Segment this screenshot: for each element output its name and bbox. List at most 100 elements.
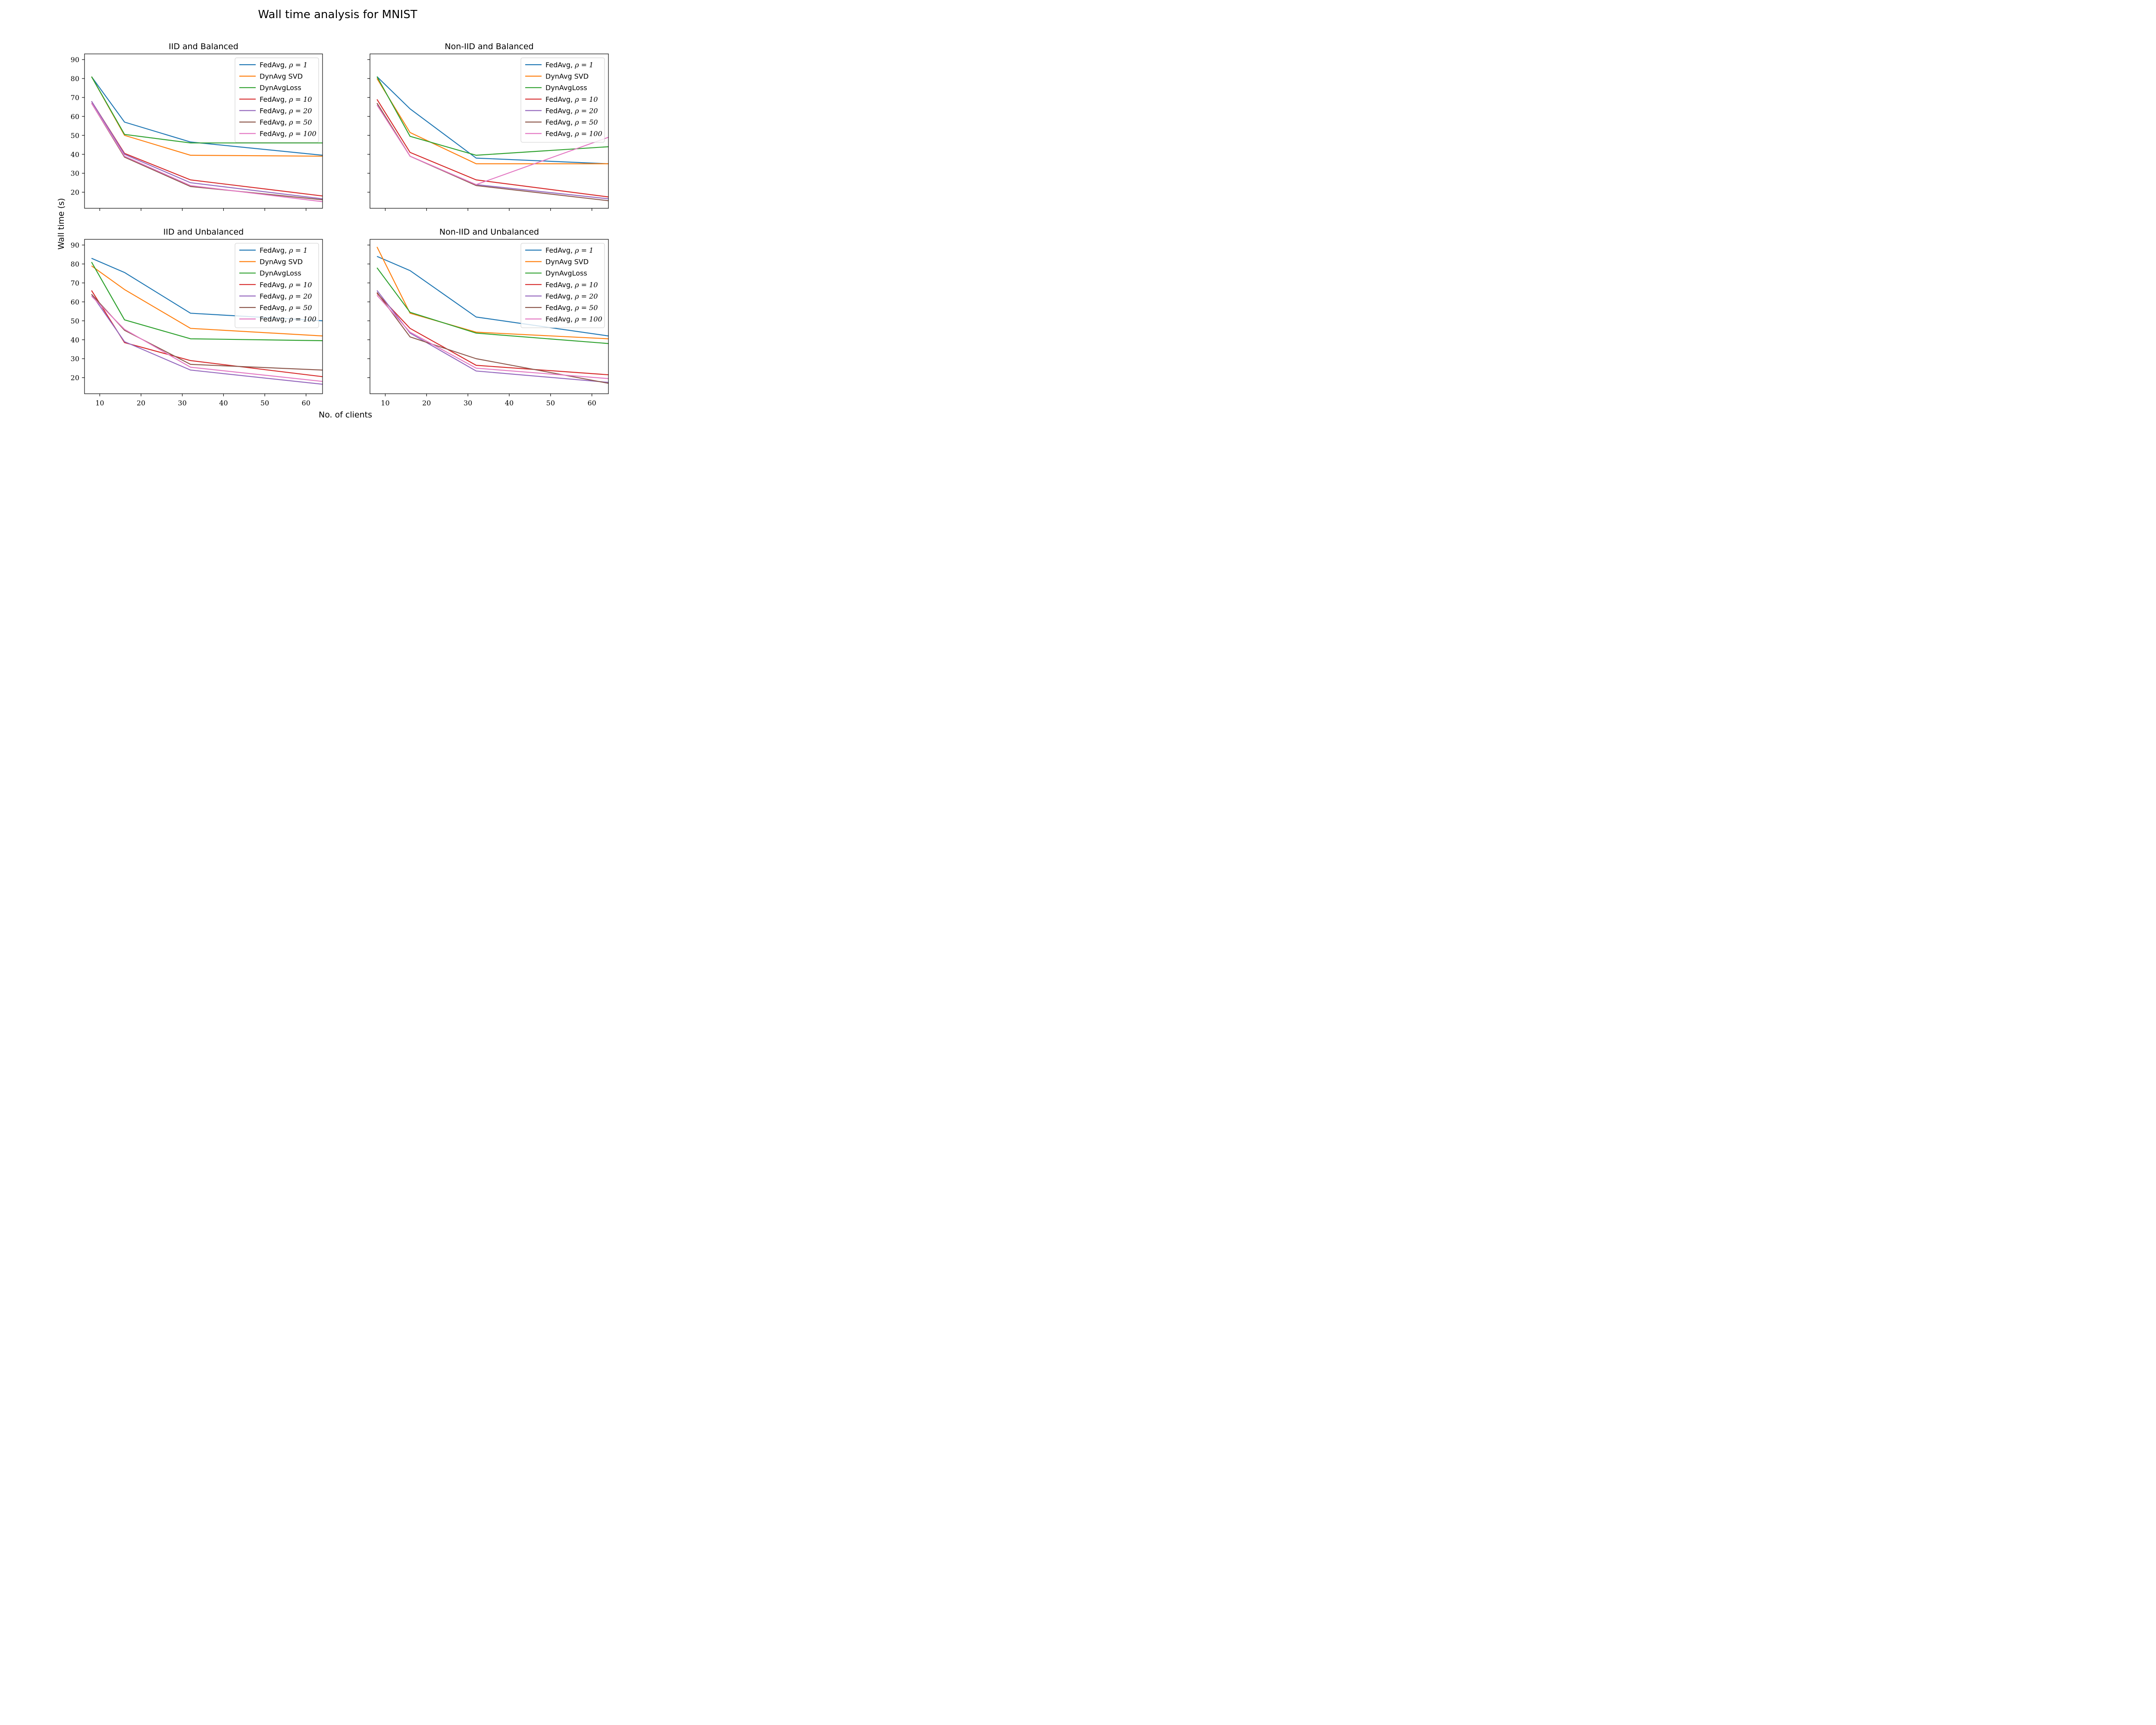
figure-title: Wall time analysis for MNIST: [258, 8, 417, 21]
subplot-1: IID and Balanced 20 30 40 50 60 70 80 90 FedAvg, …: [71, 42, 323, 211]
y-tick-label: 50: [71, 317, 79, 325]
series-line-dynavg_loss: [91, 76, 323, 144]
series-line-fedavg_100: [376, 105, 608, 185]
y-tick-label: 20: [71, 374, 79, 382]
y-tick-label: 80: [71, 260, 79, 268]
axes-frame: [370, 239, 609, 394]
legend-label-fedavg_10: FedAvg, ρ = 10: [260, 95, 312, 104]
legend-label-dynavg_svd: DynAvg SVD: [545, 258, 589, 266]
y-tick-label: 80: [71, 75, 79, 83]
subplot-title: Non-IID and Balanced: [445, 42, 533, 51]
series-line-fedavg_10: [376, 99, 608, 198]
legend-label-fedavg_50: FedAvg, ρ = 50: [545, 304, 598, 312]
x-tick-label: 60: [587, 399, 596, 407]
legend-label-fedavg_50: FedAvg, ρ = 50: [260, 118, 312, 126]
x-tick-label: 40: [505, 399, 514, 407]
series-group: [376, 76, 608, 201]
legend-label-fedavg_10: FedAvg, ρ = 10: [545, 281, 598, 289]
series-line-dynavg_svd: [91, 265, 323, 337]
x-tick-label: 20: [422, 399, 431, 407]
y-axis-label: Wall time (s): [56, 198, 66, 250]
subplot-title: IID and Unbalanced: [163, 227, 244, 237]
series-line-fedavg_50: [376, 292, 608, 384]
legend: FedAvg, ρ = 1 DynAvg SVD DynAvgLoss FedAvg,…: [520, 57, 605, 143]
series-line-dynavg_loss: [376, 76, 608, 156]
legend-label-fedavg_50: FedAvg, ρ = 50: [545, 118, 598, 126]
series-line-dynavg_loss: [91, 262, 323, 342]
x-tick-label: 20: [137, 399, 145, 407]
legend-label-dynavg_loss: DynAvgLoss: [260, 84, 301, 92]
subplot-title: Non-IID and Unbalanced: [439, 227, 539, 237]
legend-label-dynavg_svd: DynAvg SVD: [260, 258, 303, 266]
y-tick-label: 60: [71, 113, 79, 121]
legend-label-fedavg_10: FedAvg, ρ = 10: [545, 95, 598, 104]
figure: Wall time analysis for MNIST No. of clie…: [56, 8, 609, 420]
axes-frame: [370, 53, 609, 209]
subplot-3: IID and Unbalanced 10 20 30 40 50 60 20 30 40 50 60…: [71, 227, 323, 407]
legend-label-fedavg_100: FedAvg, ρ = 100: [545, 315, 602, 323]
legend-label-fedavg_50: FedAvg, ρ = 50: [260, 304, 312, 312]
x-tick-label: 50: [260, 399, 269, 407]
legend-label-fedavg_1: FedAvg, ρ = 1: [260, 246, 307, 254]
axes-frame: [84, 239, 323, 394]
x-tick-label: 10: [95, 399, 104, 407]
y-tick-label: 70: [71, 279, 79, 287]
series-line-fedavg_20: [376, 290, 608, 383]
y-tick-label: 30: [71, 355, 79, 363]
x-tick-label: 10: [381, 399, 389, 407]
legend-label-dynavg_loss: DynAvgLoss: [260, 269, 301, 277]
legend-label-fedavg_1: FedAvg, ρ = 1: [260, 61, 307, 69]
legend: FedAvg, ρ = 1 DynAvg SVD DynAvgLoss FedAvg,…: [520, 243, 605, 328]
series-line-fedavg_1: [91, 76, 323, 156]
legend-label-dynavg_svd: DynAvg SVD: [545, 72, 589, 81]
legend-label-fedavg_10: FedAvg, ρ = 10: [260, 281, 312, 289]
legend-box: [235, 57, 319, 143]
series-group: [91, 257, 323, 385]
legend-label-fedavg_20: FedAvg, ρ = 20: [260, 107, 312, 115]
axes-frame: [84, 53, 323, 209]
series-line-fedavg_100: [376, 295, 608, 379]
series-line-fedavg_20: [91, 294, 323, 385]
legend-label-fedavg_20: FedAvg, ρ = 20: [545, 107, 598, 115]
y-tick-label: 40: [71, 151, 79, 159]
legend: FedAvg, ρ = 1 DynAvg SVD DynAvgLoss FedAvg,…: [235, 243, 319, 328]
subplot-2: Non-IID and Balanced FedAvg, ρ = 1 DynAvg …: [367, 42, 609, 211]
y-tick-label: 90: [71, 241, 79, 249]
x-axis-label: No. of clients: [319, 410, 372, 420]
y-tick-label: 90: [71, 56, 79, 64]
y-tick-label: 60: [71, 298, 79, 306]
subplot-4: Non-IID and Unbalanced 10 20 30 40 50 60 FedAvg…: [367, 227, 609, 407]
legend-label-dynavg_loss: DynAvgLoss: [545, 269, 587, 277]
legend-label-fedavg_1: FedAvg, ρ = 1: [545, 61, 593, 69]
y-tick-label: 70: [71, 94, 79, 102]
series-line-fedavg_10: [91, 290, 323, 377]
legend-label-dynavg_svd: DynAvg SVD: [260, 72, 303, 81]
x-tick-label: 30: [178, 399, 187, 407]
subplots: IID and Balanced 20 30 40 50 60 70 80 90 FedAvg, …: [71, 42, 609, 407]
legend-box: [520, 57, 605, 143]
series-line-fedavg_20: [91, 101, 323, 200]
legend-box: [520, 243, 605, 328]
series-group: [91, 76, 323, 202]
legend-label-fedavg_100: FedAvg, ρ = 100: [260, 315, 317, 323]
series-line-fedavg_10: [376, 293, 608, 376]
legend-label-fedavg_20: FedAvg, ρ = 20: [545, 292, 598, 300]
x-tick-label: 40: [219, 399, 228, 407]
legend-label-dynavg_loss: DynAvgLoss: [545, 84, 587, 92]
series-line-fedavg_100: [91, 296, 323, 382]
y-tick-label: 20: [71, 188, 79, 197]
legend: FedAvg, ρ = 1 DynAvg SVD DynAvgLoss FedAvg,…: [235, 57, 319, 143]
legend-label-fedavg_20: FedAvg, ρ = 20: [260, 292, 312, 300]
y-tick-label: 50: [71, 132, 79, 140]
legend-label-fedavg_100: FedAvg, ρ = 100: [260, 130, 317, 138]
y-tick-label: 40: [71, 336, 79, 344]
legend-label-fedavg_100: FedAvg, ρ = 100: [545, 130, 602, 138]
y-tick-label: 30: [71, 169, 79, 178]
x-tick-label: 30: [464, 399, 472, 407]
x-tick-label: 50: [546, 399, 555, 407]
series-line-dynavg_loss: [376, 267, 608, 344]
series-line-fedavg_100: [91, 103, 323, 202]
legend-label-fedavg_1: FedAvg, ρ = 1: [545, 246, 593, 254]
x-tick-label: 60: [302, 399, 310, 407]
legend-box: [235, 243, 319, 328]
